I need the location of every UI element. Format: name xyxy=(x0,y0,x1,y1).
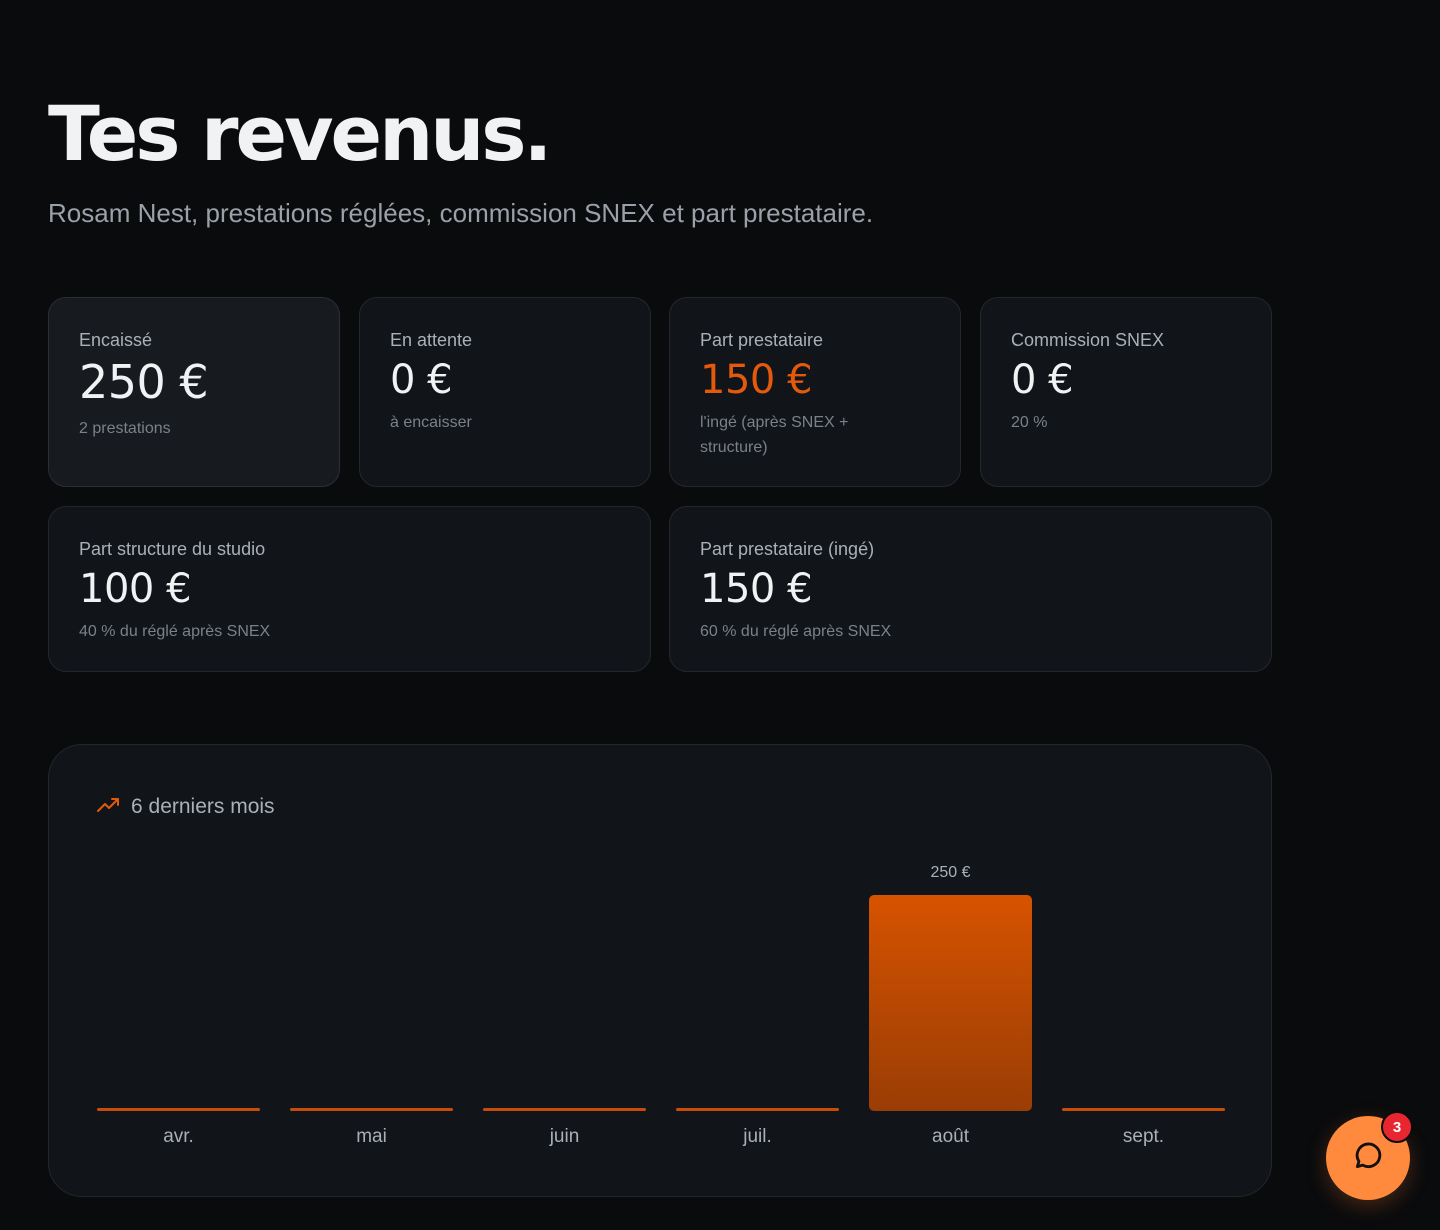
card-value: 0 € xyxy=(390,357,453,403)
card-label: En attente xyxy=(390,330,473,350)
bar-value-label: 250 € xyxy=(930,864,970,881)
page-subtitle: Rosam Nest, prestations réglées, commiss… xyxy=(48,198,874,228)
x-tick-label: juil. xyxy=(742,1126,772,1147)
chart-title: 6 derniers mois xyxy=(131,795,275,818)
card-label: Commission SNEX xyxy=(1011,330,1165,350)
card-label: Part structure du studio xyxy=(79,539,266,559)
bar-3 xyxy=(676,1108,839,1111)
card-value: 100 € xyxy=(79,566,192,612)
card-sub: 40 % du réglé après SNEX xyxy=(79,623,271,640)
bar-4 xyxy=(869,895,1032,1111)
card-value: 250 € xyxy=(79,355,209,409)
card-label: Encaissé xyxy=(79,330,153,350)
revenue-chart-card: avr. mai juin juil. 250 € août sept. 6 dernier… xyxy=(48,744,1272,1197)
bar-2 xyxy=(483,1108,646,1111)
x-tick-label: août xyxy=(932,1126,970,1147)
card-commission-snex: Commission SNEX 0 € 20 % xyxy=(980,297,1272,487)
bar-5 xyxy=(1062,1108,1225,1111)
card-sub: l'ingé (après SNEX + structure) xyxy=(700,414,849,456)
x-tick-label: mai xyxy=(356,1126,387,1147)
trending-up-icon xyxy=(97,797,119,818)
card-sub: 20 % xyxy=(1011,414,1048,431)
card-value: 0 € xyxy=(1011,357,1074,403)
card-en-attente: En attente 0 € à encaisser xyxy=(359,297,651,487)
x-tick-label: avr. xyxy=(163,1126,194,1147)
bar-1 xyxy=(290,1108,453,1111)
card-value: 150 € xyxy=(700,357,813,403)
card-part-prestataire: Part prestataire 150 € l'ingé (après SNE… xyxy=(669,297,961,487)
revenue-bar-chart: avr. mai juin juil. 250 € août sept. xyxy=(97,864,1225,1147)
card-sub: 60 % du réglé après SNEX xyxy=(700,623,892,640)
card-part-prestataire-inge: Part prestataire (ingé) 150 € 60 % du ré… xyxy=(669,506,1272,672)
card-label: Part prestataire xyxy=(700,330,824,350)
notification-badge: 3 xyxy=(1381,1111,1413,1143)
page-title: Tes revenus. xyxy=(48,89,552,178)
card-sub: 2 prestations xyxy=(79,420,171,437)
card-value: 150 € xyxy=(700,566,813,612)
chart-header: 6 derniers mois xyxy=(97,795,275,819)
chat-bubble-icon xyxy=(1351,1139,1385,1178)
card-encaisse: Encaissé 250 € 2 prestations xyxy=(48,297,340,487)
x-tick-label: sept. xyxy=(1123,1126,1164,1147)
chat-button[interactable]: 3 xyxy=(1326,1111,1413,1200)
bar-0 xyxy=(97,1108,260,1111)
x-tick-label: juin xyxy=(549,1126,580,1147)
card-part-structure: Part structure du studio 100 € 40 % du r… xyxy=(48,506,651,672)
card-label: Part prestataire (ingé) xyxy=(700,539,875,559)
card-sub: à encaisser xyxy=(390,414,472,431)
